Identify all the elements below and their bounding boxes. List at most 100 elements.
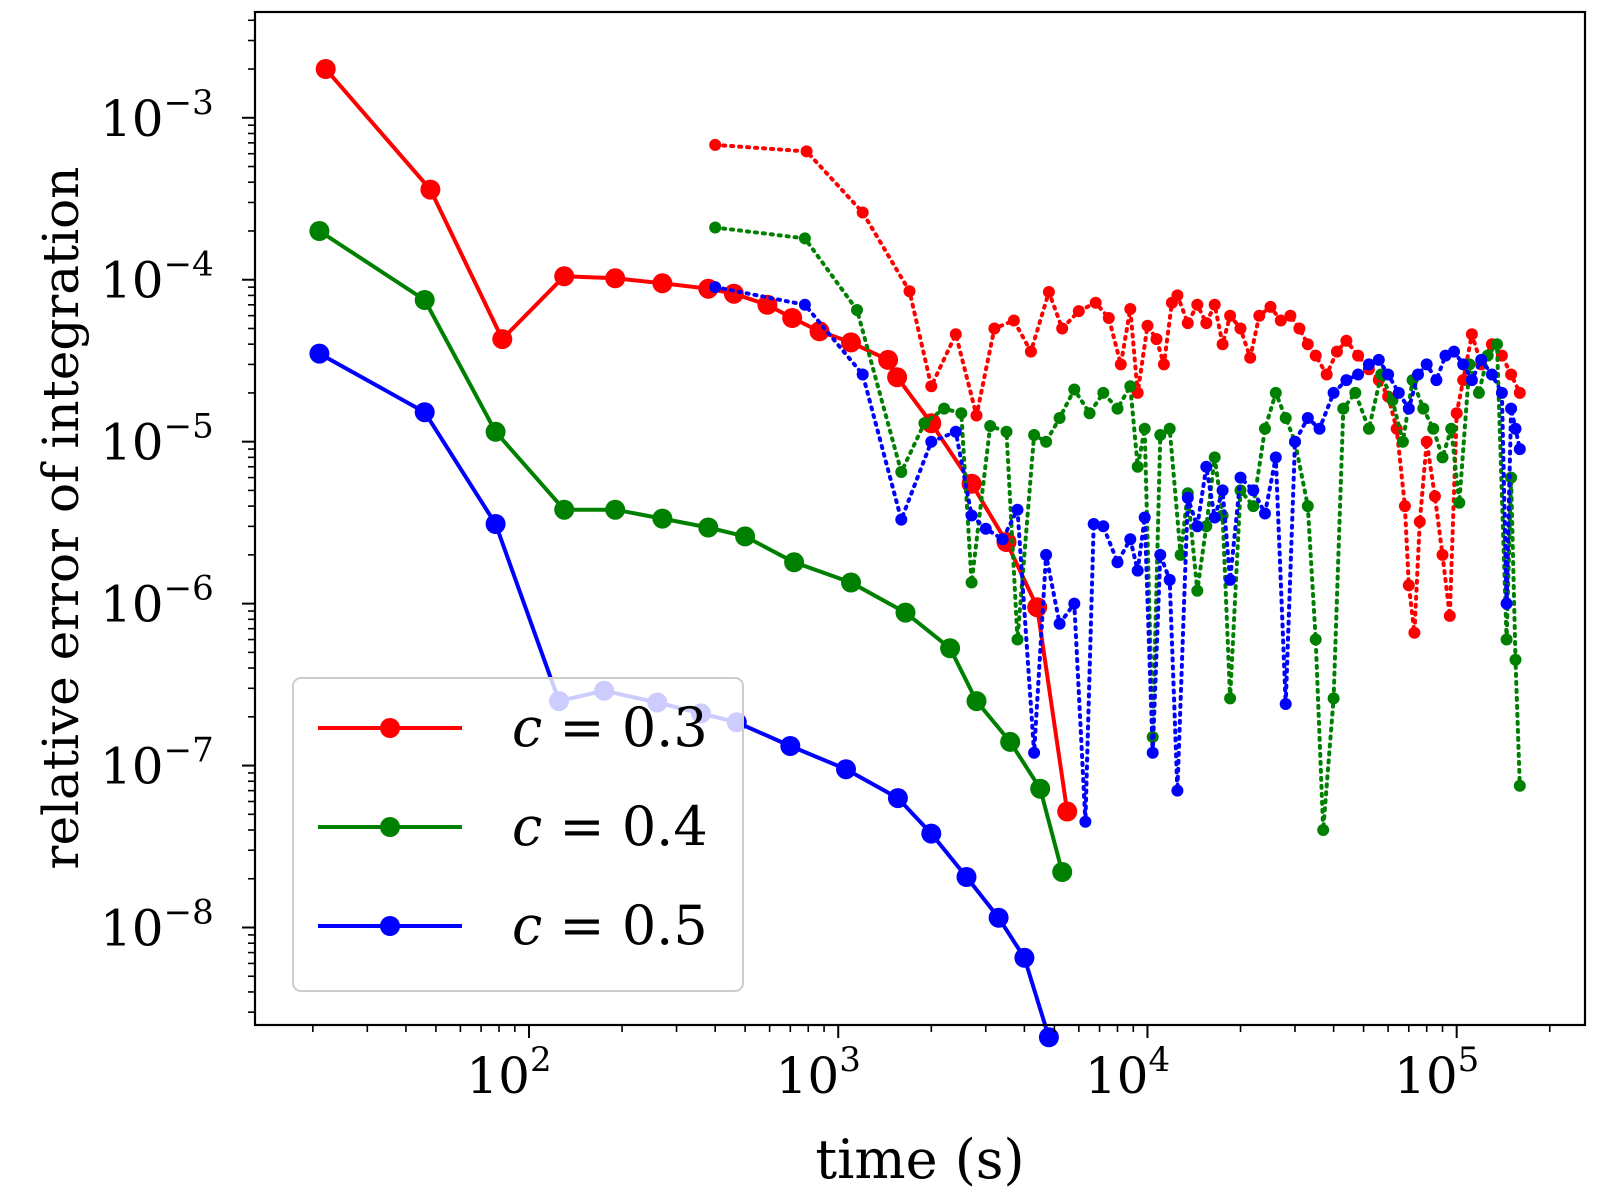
data-point [1247, 484, 1260, 497]
data-point [1200, 520, 1213, 533]
data-point [1163, 422, 1176, 435]
data-point [1068, 597, 1081, 610]
data-point [1420, 435, 1433, 448]
data-point [1472, 386, 1485, 399]
data-point [1330, 345, 1343, 358]
data-point [1465, 328, 1478, 341]
data-point [1208, 451, 1221, 464]
x-axis-label: time (s) [815, 1128, 1024, 1191]
x-tick-label: 102 [466, 1040, 551, 1105]
legend-label: c = 0.4 [512, 795, 708, 858]
legend-label: c = 0.3 [512, 696, 708, 759]
data-point [1309, 633, 1322, 646]
legend-swatch-marker [380, 916, 400, 936]
data-point [1181, 317, 1194, 330]
data-point [1138, 422, 1151, 435]
data-point [1340, 374, 1353, 387]
data-point [984, 420, 997, 432]
data-point [1007, 314, 1020, 327]
data-point [1495, 386, 1508, 399]
series-3-dotted [709, 138, 1526, 639]
data-point [1352, 368, 1365, 381]
data-point [1349, 386, 1362, 399]
data-point [949, 328, 962, 341]
data-point [1412, 368, 1424, 381]
data-point [1079, 815, 1092, 828]
data-point [1216, 338, 1229, 351]
data-point [780, 736, 801, 756]
legend-entry: c = 0.5 [318, 894, 708, 957]
data-point [925, 435, 938, 448]
data-point [1087, 518, 1100, 530]
data-point [955, 407, 968, 420]
data-point [1141, 319, 1154, 332]
data-point [709, 221, 722, 234]
data-point [1114, 358, 1127, 371]
data-point [1327, 692, 1340, 705]
data-point [1457, 374, 1470, 387]
data-point [836, 759, 856, 780]
data-point [1475, 353, 1488, 366]
series-line [318, 351, 1051, 1038]
data-point [895, 466, 908, 478]
data-point [698, 517, 719, 538]
data-point [841, 332, 861, 353]
data-point [1450, 407, 1463, 420]
data-point [1340, 334, 1353, 347]
data-point [1089, 296, 1102, 309]
data-point [1200, 460, 1213, 473]
data-point [1301, 412, 1314, 424]
data-point [1513, 779, 1526, 792]
data-point [709, 281, 722, 294]
data-point [1011, 503, 1024, 516]
data-point [1428, 490, 1441, 503]
data-point [1234, 471, 1247, 484]
series-0-solid [315, 59, 1078, 822]
data-point [918, 417, 931, 430]
data-point [605, 499, 626, 520]
data-point [1030, 778, 1051, 799]
data-point [938, 402, 951, 415]
x-tick-label: 104 [1085, 1040, 1170, 1105]
data-point [1259, 507, 1271, 520]
data-point [735, 526, 756, 547]
data-point [1453, 496, 1466, 509]
data-point [1500, 633, 1513, 646]
data-point [1457, 358, 1470, 371]
data-point [979, 522, 992, 535]
data-point [1038, 1027, 1059, 1048]
data-point [554, 266, 575, 287]
data-point [1427, 422, 1440, 435]
data-point [414, 290, 435, 310]
ticks-layer: 102 103 104 105 10−8 10−7 10−6 10−5 10−4 10−3 [100, 19, 1551, 1105]
data-point [1138, 511, 1151, 524]
data-point [1382, 368, 1395, 381]
series-5-dotted [709, 281, 1526, 828]
data-point [1430, 374, 1443, 387]
data-point [1244, 351, 1257, 364]
data-point [1513, 386, 1526, 399]
data-point [1352, 349, 1365, 362]
data-point [1264, 300, 1277, 313]
data-point [709, 138, 722, 151]
data-point [798, 298, 811, 311]
data-point [887, 367, 908, 388]
data-point [1052, 862, 1073, 882]
data-point [1500, 597, 1513, 610]
data-point [414, 402, 435, 423]
data-point [315, 59, 336, 79]
data-point [1443, 609, 1456, 622]
data-point [1301, 338, 1314, 351]
data-point [1111, 556, 1124, 569]
data-point [798, 232, 811, 245]
data-point [1027, 597, 1048, 618]
data-point [1000, 425, 1013, 438]
data-point [1171, 289, 1184, 302]
x-tick-label: 105 [1394, 1040, 1479, 1105]
data-point [1040, 435, 1053, 448]
data-point [1154, 429, 1167, 441]
data-point [1053, 412, 1066, 424]
data-point [1224, 573, 1237, 586]
legend-swatch-marker [380, 718, 400, 738]
data-point [1320, 368, 1333, 381]
